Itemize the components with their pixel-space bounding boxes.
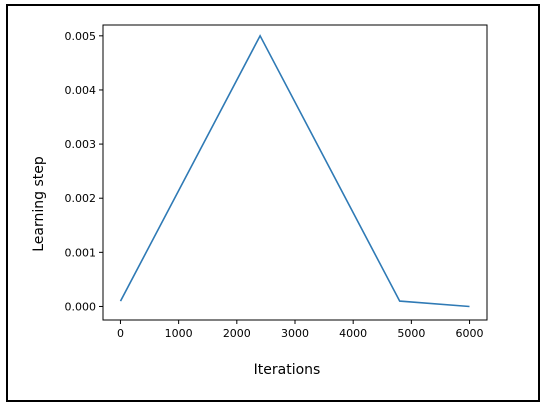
x-axis-label: Iterations [254,362,321,378]
y-tick-label: 0.002 [65,192,97,205]
x-tick-label: 1000 [165,327,193,340]
plot-area [102,24,488,321]
x-tick-label: 3000 [281,327,309,340]
y-tick-label: 0.004 [65,84,97,97]
x-tick-label: 6000 [456,327,484,340]
x-tick-label: 4000 [339,327,367,340]
y-tick-label: 0.003 [65,138,97,151]
y-axis-label: Learning step [31,156,47,252]
x-tick-label: 2000 [223,327,251,340]
y-tick-label: 0.005 [65,30,97,43]
y-tick-label: 0.001 [65,246,97,259]
y-axis: 0.000 0.001 0.002 0.003 0.004 0.005 [65,30,103,313]
series-layer [119,34,470,308]
series-line [119,34,470,308]
x-tick-label: 0 [117,327,124,340]
y-tick-label: 0.000 [65,300,97,313]
x-tick-label: 5000 [397,327,425,340]
x-axis: 0 1000 2000 3000 4000 5000 6000 [117,320,484,340]
